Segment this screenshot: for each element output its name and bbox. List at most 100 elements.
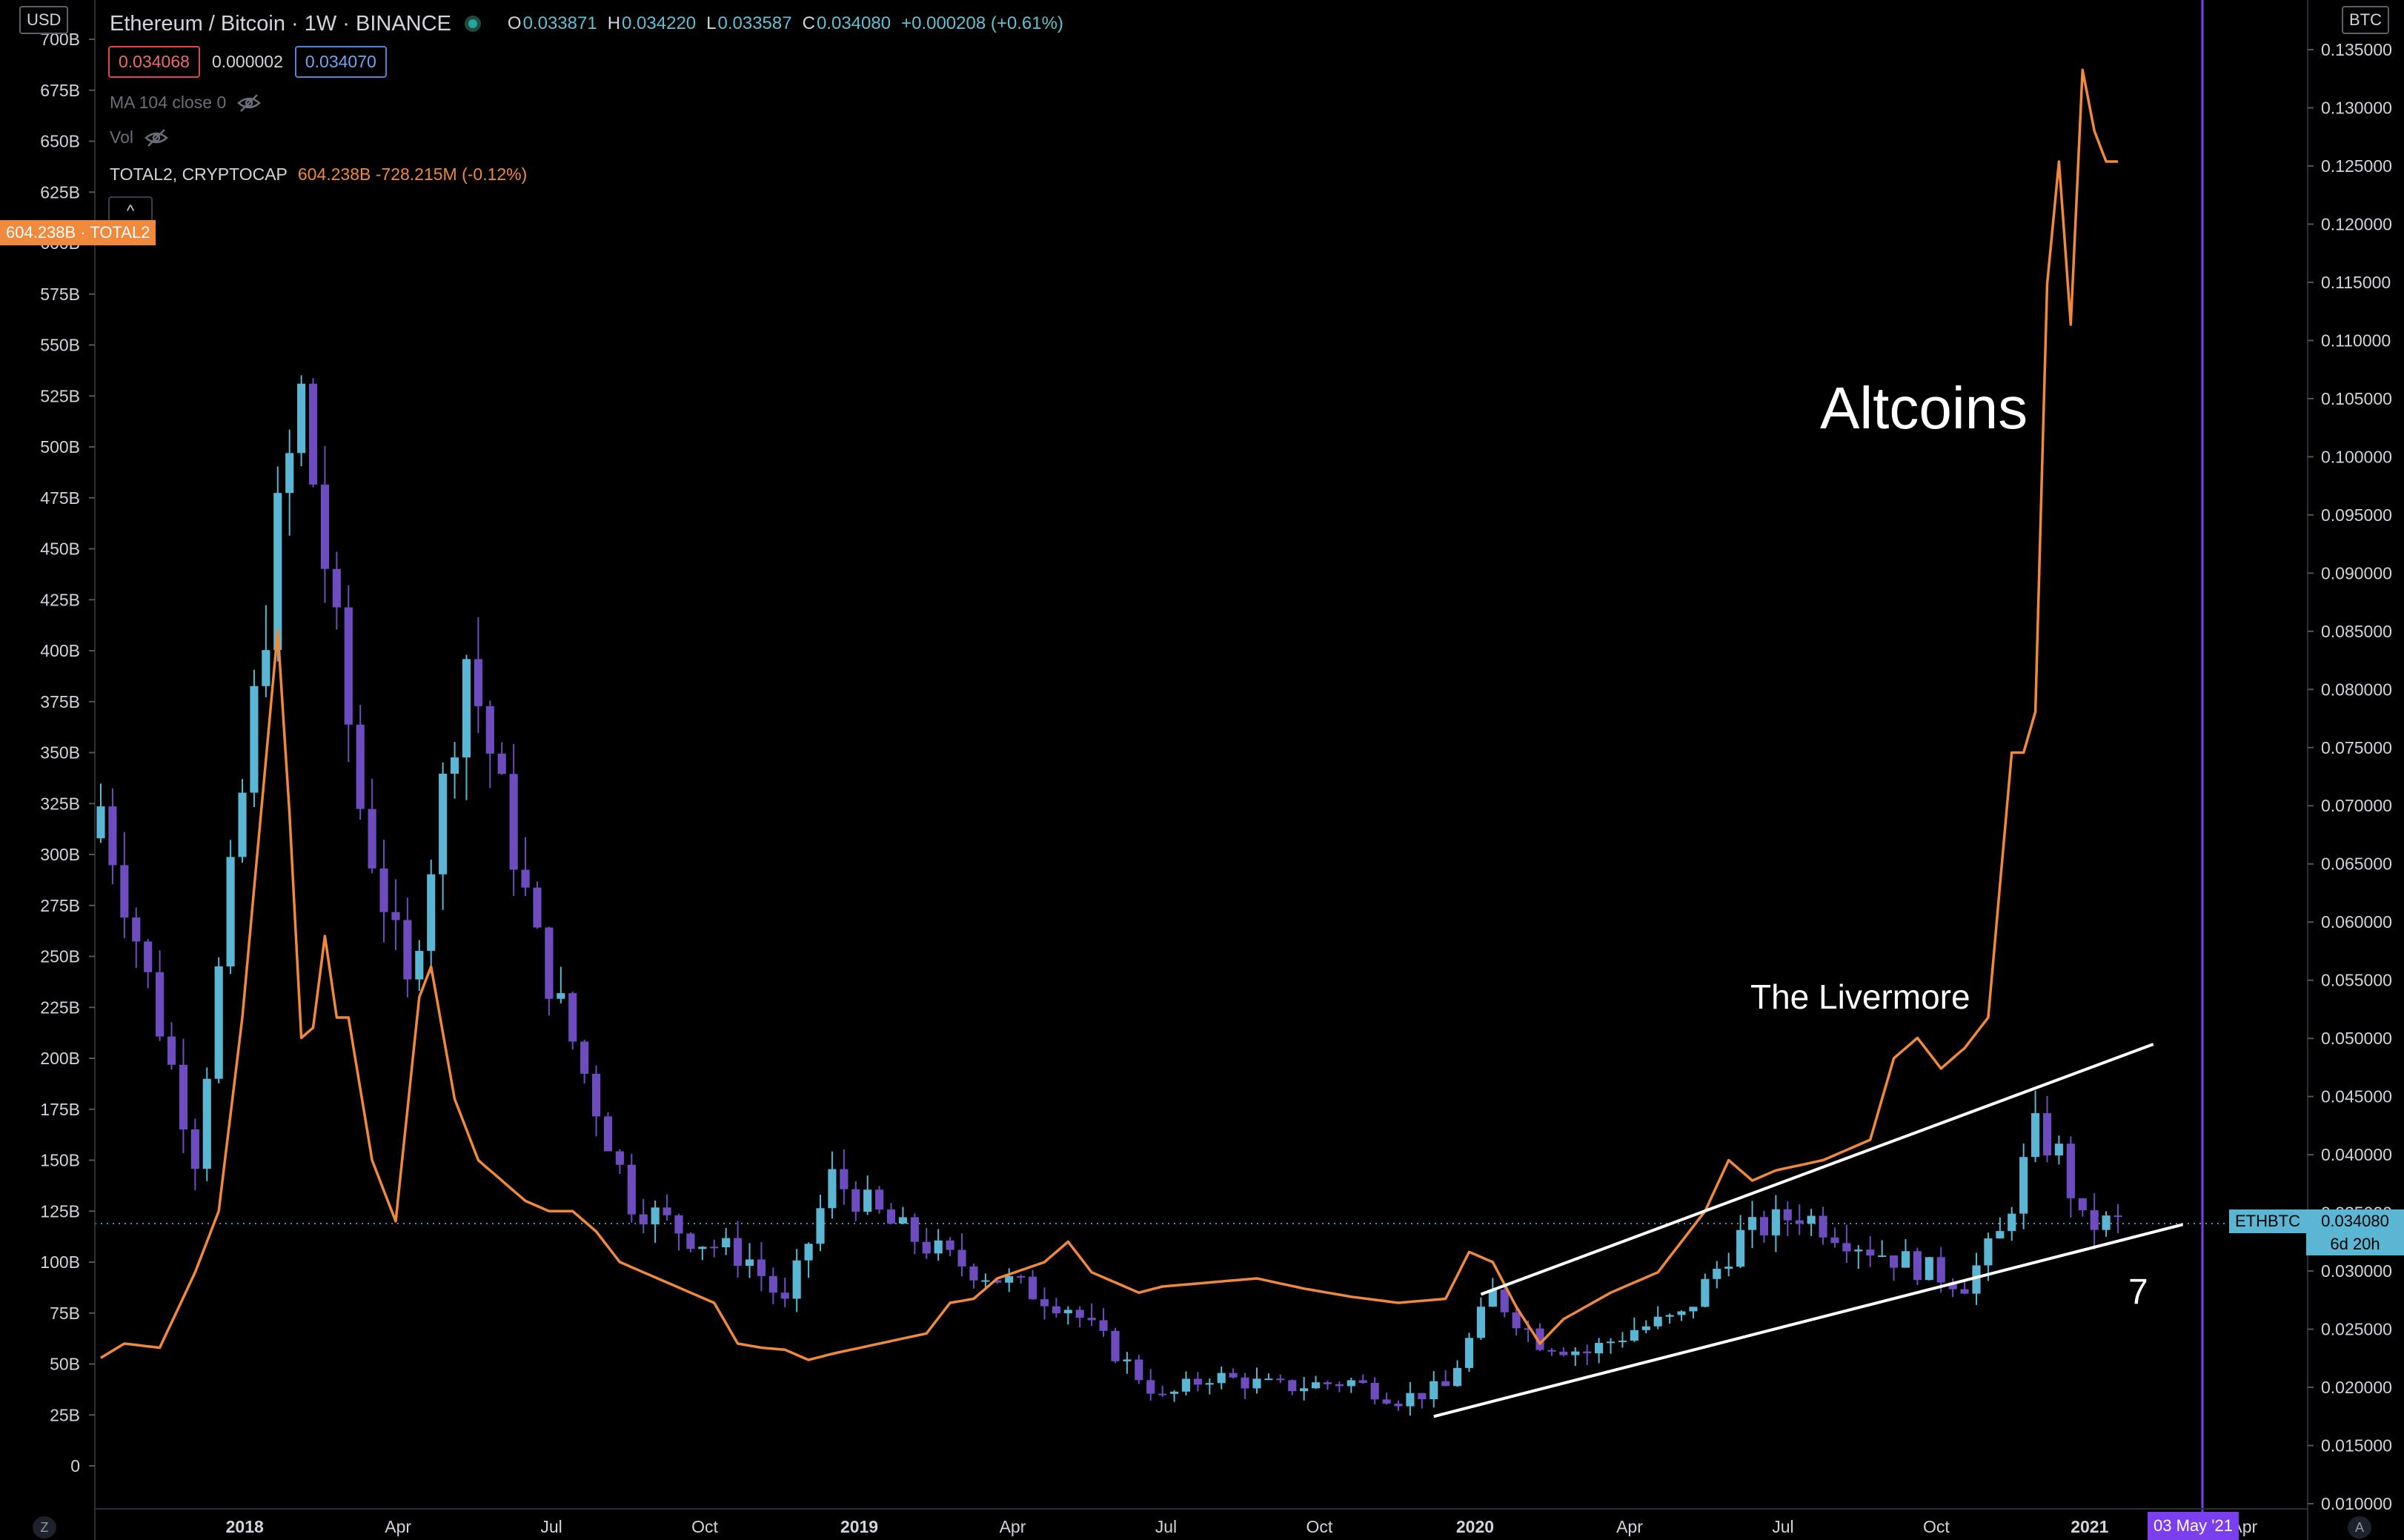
candle-body [674,1215,683,1234]
candle-body [156,972,165,1037]
left-tick-label: 100B [40,1252,80,1272]
ohlc-open: O0.033871 [507,13,597,33]
candle-body [1819,1215,1827,1238]
candle-body [993,1280,1002,1283]
ohlc-high: H0.034220 [607,13,697,33]
left-tick-label: 175B [40,1100,80,1119]
left-tick-label: 475B [40,488,80,508]
candle-body [1418,1393,1427,1400]
candle-body [1889,1255,1899,1268]
candle-body [1347,1380,1355,1387]
candle-body [568,993,577,1042]
candle-body [2008,1213,2016,1232]
candle-body [167,1036,176,1065]
annotation-livermore[interactable]: The Livermore [1750,978,1970,1016]
candle-body [863,1189,872,1212]
candle-body [1996,1231,2005,1239]
symbol-title[interactable]: Ethereum / Bitcoin · 1W · BINANCE [110,11,451,36]
candle-body [285,453,294,494]
candle-body [1430,1381,1438,1400]
candle-body [368,809,376,869]
right-tick-label: 0.045000 [2321,1087,2392,1106]
left-tick-label: 75B [50,1304,80,1323]
candle-body [1288,1380,1297,1392]
ma-legend[interactable]: MA 104 close 0 [110,93,262,113]
candle-body [1087,1318,1096,1321]
candle-body [1913,1251,1922,1281]
right-axis-unit-button[interactable]: BTC [2342,6,2389,34]
candle-body [415,951,424,980]
right-tick-label: 0.120000 [2321,214,2392,233]
annotation-altcoins[interactable]: Altcoins [1820,375,2028,441]
date-cursor-label: 03 May '21 [2148,1512,2239,1540]
candle-body [557,993,565,999]
candle-body [521,869,530,888]
right-tick-label: 0.115000 [2321,273,2391,292]
candle-body [1158,1393,1167,1395]
time-tick-label: Jul [540,1517,562,1536]
candle-body [1169,1391,1179,1394]
bar-countdown: 6d 20h [2330,1235,2380,1253]
candle-body [946,1240,954,1250]
candle-body [1901,1251,1910,1268]
candle-body [96,806,105,839]
vol-legend[interactable]: Vol [110,127,169,147]
auto-scale-button[interactable]: A [2348,1516,2371,1539]
candle-body [969,1266,978,1281]
left-axis-unit-button[interactable]: USD [19,6,69,34]
candle-body [639,1214,648,1225]
ohlc-low: L0.033587 [706,13,792,33]
candle-body [1595,1343,1604,1354]
candles-series [96,375,2122,1416]
time-tick-label: Oct [1923,1517,1950,1536]
left-tick-label: 225B [40,998,80,1017]
candle-body [1052,1306,1060,1314]
left-tick-label: 375B [40,692,80,711]
right-tick-label: 0.105000 [2321,389,2392,408]
right-tick-label: 0.015000 [2321,1436,2392,1456]
ma-label: MA 104 close 0 [110,93,227,112]
eye-hidden-icon[interactable] [236,93,262,113]
candle-body [1606,1341,1616,1344]
candle-body [1241,1377,1249,1389]
candle-body [1559,1351,1568,1355]
left-tick-label: 425B [40,590,80,609]
candle-body [439,773,448,874]
candle-body [132,917,141,942]
candle-body [545,927,554,999]
time-tick-label: Jul [1155,1517,1177,1536]
total2-legend[interactable]: TOTAL2, CRYPTOCAP 604.238B -728.215M (-0… [110,165,527,185]
total2-values: 604.238B -728.215M (-0.12%) [297,165,528,184]
buy-button[interactable]: 0.034070 [294,46,387,78]
time-tick-label: 2019 [840,1517,878,1536]
chart-header: Ethereum / Bitcoin · 1W · BINANCE O0.033… [110,9,1063,39]
left-tick-label: 650B [40,132,80,151]
left-tick-label: 550B [40,336,80,355]
candle-body [1653,1316,1662,1327]
right-tick-label: 0.095000 [2321,505,2392,525]
candle-body [450,757,459,774]
candle-body [1524,1328,1533,1330]
candle-body [651,1207,660,1225]
annotation-wave-count[interactable]: 7 [2128,1272,2148,1312]
left-tick-label: 525B [40,386,80,405]
timezone-button[interactable]: Z [33,1516,56,1539]
right-tick-label: 0.020000 [2321,1378,2392,1397]
candle-body [1547,1350,1556,1352]
candle-body [356,724,365,809]
candle-body [1925,1257,1933,1281]
right-tick-label: 0.010000 [2321,1494,2392,1513]
right-tick-label: 0.085000 [2321,622,2392,641]
candle-body [1335,1384,1344,1387]
candle-body [1689,1307,1698,1312]
sell-button[interactable]: 0.034068 [108,46,200,78]
time-tick-label: Apr [1000,1517,1026,1536]
candle-body [1358,1380,1367,1384]
eye-hidden-icon[interactable] [144,128,169,147]
candle-body [190,1129,199,1169]
candle-body [1017,1275,1026,1278]
candle-body [1453,1367,1462,1387]
candle-body [1311,1382,1321,1389]
left-tick-label: 625B [40,182,80,202]
